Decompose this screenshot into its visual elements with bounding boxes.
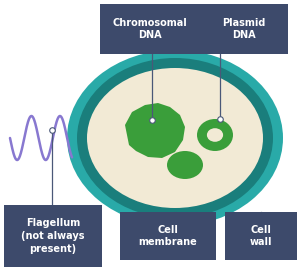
FancyBboxPatch shape [200,4,288,54]
Ellipse shape [207,128,223,142]
Text: Flagellum
(not always
present): Flagellum (not always present) [21,218,85,254]
Ellipse shape [197,119,233,151]
Text: Plasmid
DNA: Plasmid DNA [222,18,266,41]
FancyBboxPatch shape [100,4,200,54]
Polygon shape [125,103,185,158]
FancyBboxPatch shape [120,212,216,260]
Text: Cell
wall: Cell wall [250,225,272,248]
FancyBboxPatch shape [225,212,297,260]
Ellipse shape [167,151,203,179]
Ellipse shape [77,58,273,218]
Text: Chromosomal
DNA: Chromosomal DNA [112,18,187,41]
FancyBboxPatch shape [4,205,102,267]
Text: Cell
membrane: Cell membrane [139,225,197,248]
Ellipse shape [87,68,263,208]
Ellipse shape [67,50,283,226]
